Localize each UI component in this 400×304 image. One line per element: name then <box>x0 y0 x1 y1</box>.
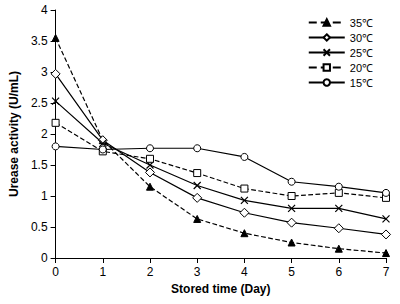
svg-text:1: 1 <box>41 189 48 203</box>
svg-text:5: 5 <box>288 265 295 279</box>
svg-text:2: 2 <box>147 265 154 279</box>
svg-text:30℃: 30℃ <box>350 32 373 44</box>
svg-text:1: 1 <box>99 265 106 279</box>
svg-text:15℃: 15℃ <box>350 77 373 89</box>
svg-text:7: 7 <box>383 265 390 279</box>
svg-text:0.5: 0.5 <box>31 220 48 234</box>
svg-text:0: 0 <box>41 251 48 265</box>
svg-text:2: 2 <box>41 127 48 141</box>
svg-text:Urease activity (U/mL): Urease activity (U/mL) <box>7 71 21 197</box>
svg-text:6: 6 <box>335 265 342 279</box>
svg-text:4: 4 <box>241 265 248 279</box>
svg-text:35℃: 35℃ <box>350 17 373 29</box>
svg-text:0: 0 <box>52 265 59 279</box>
svg-text:2.5: 2.5 <box>31 96 48 110</box>
svg-text:3.5: 3.5 <box>31 34 48 48</box>
svg-text:20℃: 20℃ <box>350 62 373 74</box>
svg-text:3: 3 <box>41 65 48 79</box>
svg-text:1.5: 1.5 <box>31 158 48 172</box>
svg-text:25℃: 25℃ <box>350 47 373 59</box>
svg-text:3: 3 <box>194 265 201 279</box>
svg-text:4: 4 <box>41 3 48 17</box>
svg-text:Stored time (Day): Stored time (Day) <box>171 282 270 296</box>
